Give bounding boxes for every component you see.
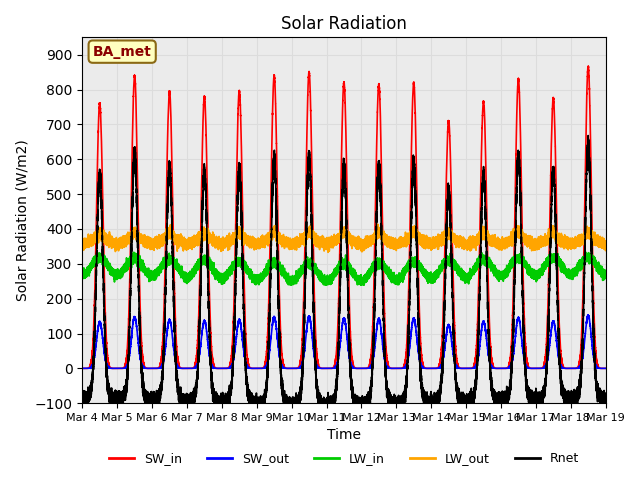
Line: LW_out: LW_out <box>83 224 605 252</box>
SW_out <box>486 359 493 364</box>
Rnet <box>584 132 592 138</box>
Rnet <box>472 381 479 386</box>
SW_in <box>506 358 514 363</box>
Rnet <box>486 363 493 369</box>
LW_in <box>472 264 479 269</box>
Text: BA_met: BA_met <box>93 45 152 59</box>
LW_in <box>252 282 259 288</box>
Line: SW_in: SW_in <box>83 66 605 368</box>
Legend: SW_in, SW_out, LW_in, LW_out, Rnet: SW_in, SW_out, LW_in, LW_out, Rnet <box>104 447 584 470</box>
SW_in <box>584 63 592 69</box>
LW_in <box>602 273 609 279</box>
SW_in <box>499 365 507 371</box>
SW_out <box>472 363 479 369</box>
Rnet <box>499 398 507 404</box>
Rnet <box>106 392 113 398</box>
SW_out <box>602 365 609 371</box>
Line: Rnet: Rnet <box>83 135 605 417</box>
SW_out <box>499 365 507 371</box>
Y-axis label: Solar Radiation (W/m2): Solar Radiation (W/m2) <box>15 139 29 301</box>
LW_out <box>413 234 420 240</box>
LW_in <box>486 261 493 267</box>
SW_out <box>506 364 514 370</box>
SW_in <box>106 364 113 370</box>
SW_out <box>413 330 420 336</box>
LW_out <box>472 240 479 246</box>
Line: SW_out: SW_out <box>83 315 605 368</box>
SW_out <box>79 365 86 371</box>
LW_in <box>79 270 86 276</box>
LW_in <box>506 260 514 266</box>
SW_in <box>79 365 86 371</box>
LW_out <box>307 221 315 227</box>
SW_in <box>472 354 479 360</box>
LW_out <box>106 239 113 244</box>
LW_out <box>324 250 332 255</box>
Rnet <box>506 382 514 388</box>
LW_out <box>486 240 493 246</box>
SW_out <box>584 312 592 318</box>
SW_in <box>413 165 420 170</box>
SW_in <box>602 365 609 371</box>
SW_in <box>486 330 493 336</box>
LW_in <box>582 249 589 255</box>
LW_in <box>499 271 507 276</box>
Rnet <box>413 234 420 240</box>
LW_in <box>106 267 113 273</box>
LW_out <box>79 242 86 248</box>
Rnet <box>79 394 86 399</box>
LW_out <box>499 240 507 246</box>
LW_in <box>413 261 420 267</box>
Line: LW_in: LW_in <box>83 252 605 285</box>
Title: Solar Radiation: Solar Radiation <box>281 15 407 33</box>
LW_out <box>602 242 609 248</box>
Rnet <box>355 414 362 420</box>
LW_out <box>506 240 514 246</box>
Rnet <box>602 396 609 401</box>
X-axis label: Time: Time <box>327 429 361 443</box>
SW_out <box>106 365 113 371</box>
